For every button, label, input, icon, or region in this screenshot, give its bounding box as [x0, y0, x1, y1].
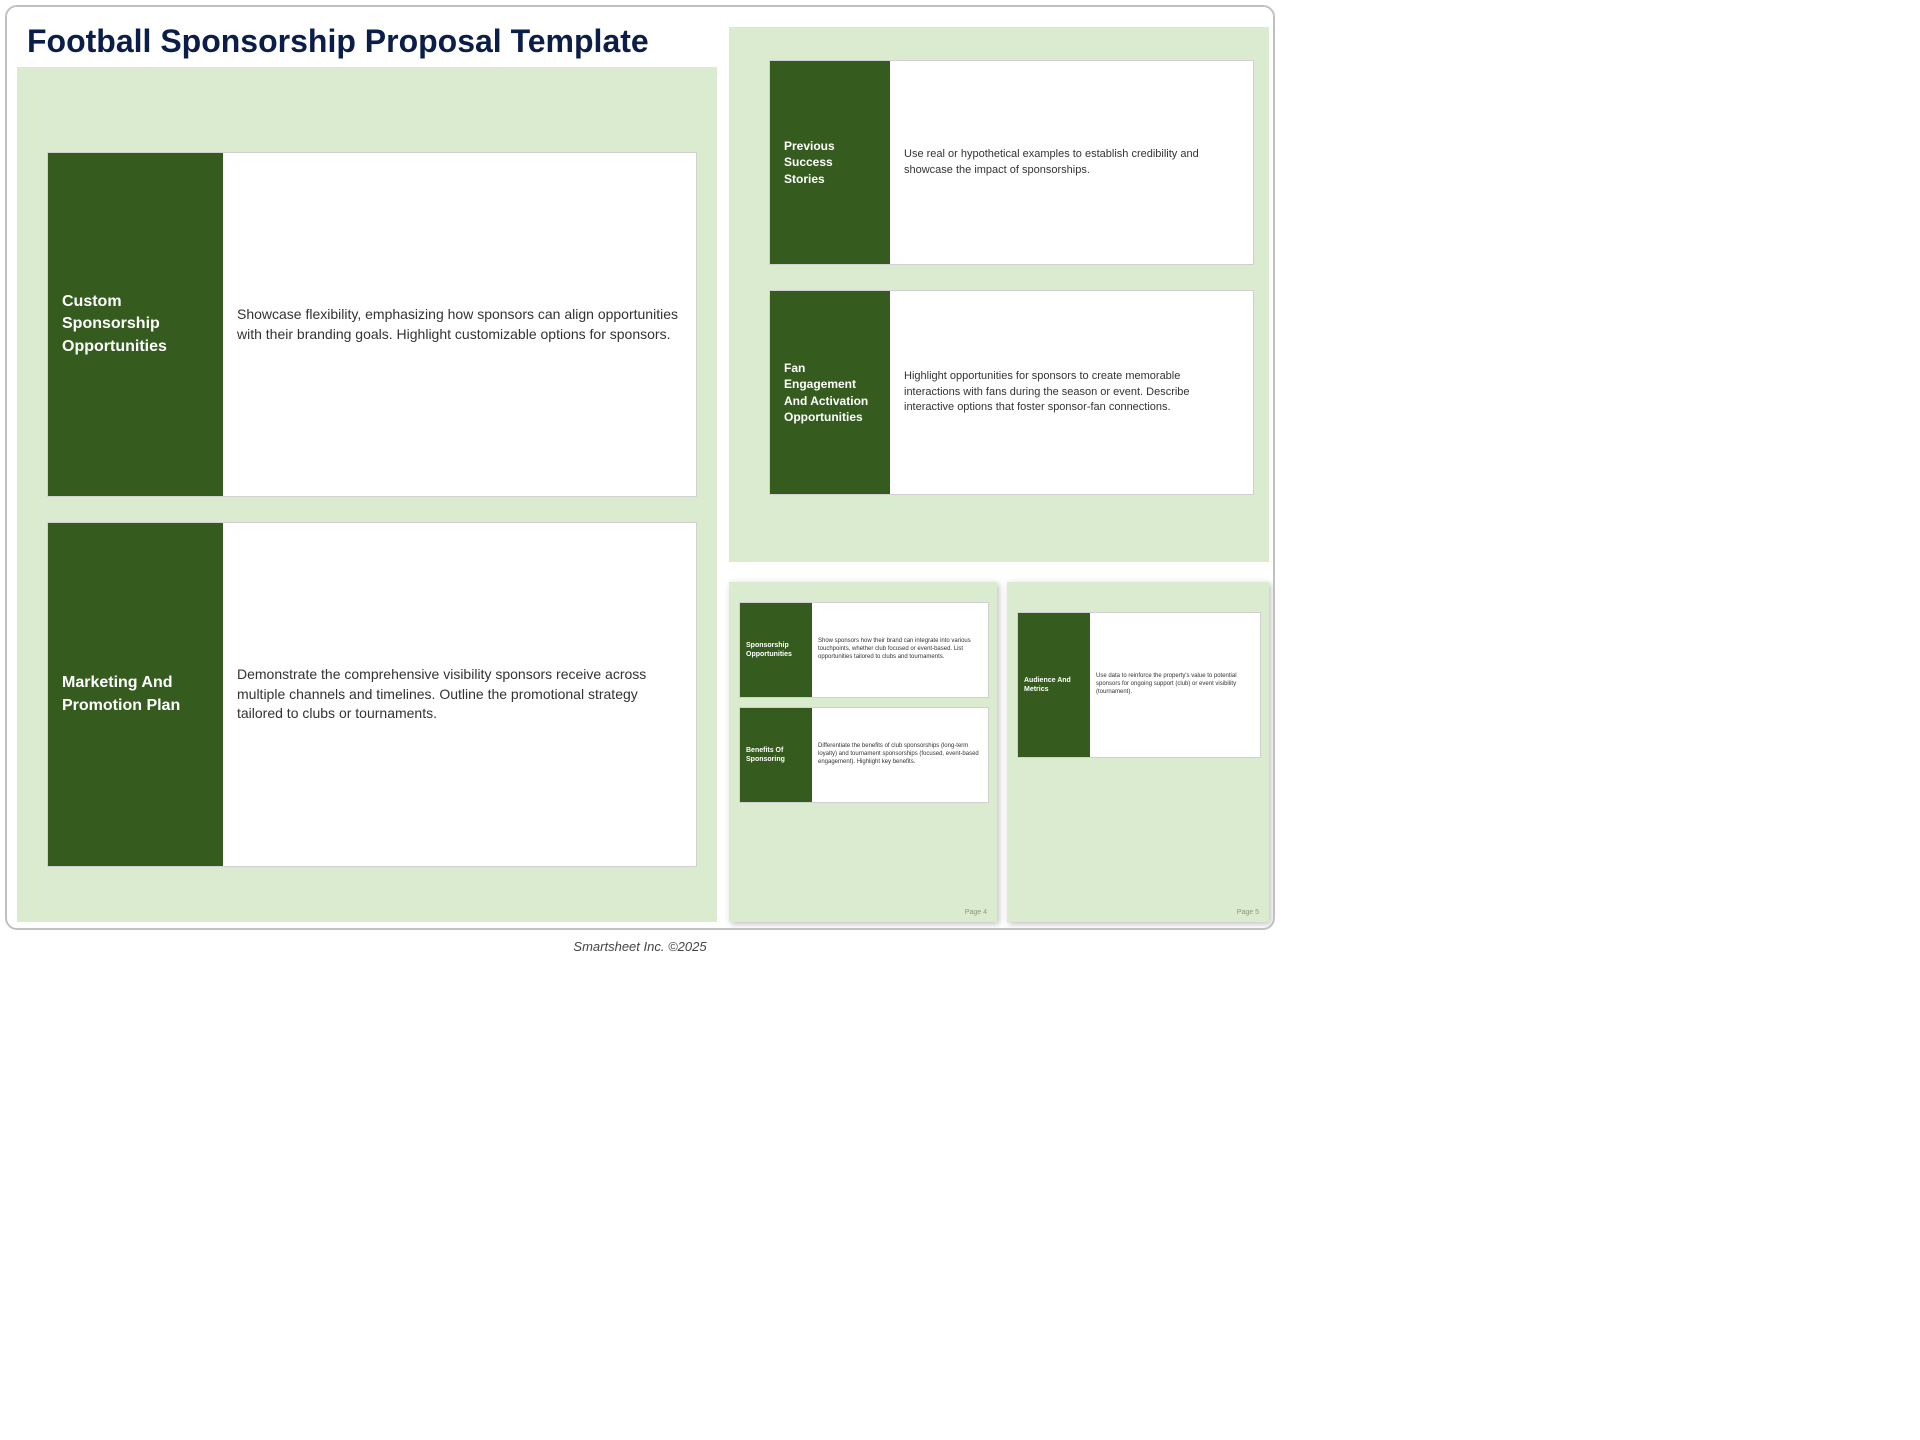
card-body: Use data to reinforce the property's val…: [1090, 613, 1260, 757]
card-marketing-plan: Marketing And Promotion Plan Demonstrate…: [47, 522, 697, 867]
card-fan-engagement: Fan Engagement And Activation Opportunit…: [769, 290, 1254, 495]
right-upper-panel: Previous Success Stories Use real or hyp…: [729, 27, 1269, 562]
card-body: Demonstrate the comprehensive visibility…: [223, 523, 696, 866]
card-label: Sponsorship Opportunities: [740, 603, 812, 697]
card-body: Showcase flexibility, emphasizing how sp…: [223, 153, 696, 496]
mini-page-5: Audience And Metrics Use data to reinfor…: [1007, 582, 1269, 922]
card-success-stories: Previous Success Stories Use real or hyp…: [769, 60, 1254, 265]
card-body: Highlight opportunities for sponsors to …: [890, 291, 1253, 494]
card-label: Custom Sponsorship Opportunities: [48, 153, 223, 496]
card-label: Fan Engagement And Activation Opportunit…: [770, 291, 890, 494]
page-number: Page 4: [965, 909, 987, 916]
card-label: Audience And Metrics: [1018, 613, 1090, 757]
card-benefits-sponsoring: Benefits Of Sponsoring Differentiate the…: [739, 707, 989, 803]
card-label: Marketing And Promotion Plan: [48, 523, 223, 866]
card-body: Differentiate the benefits of club spons…: [812, 708, 988, 802]
card-body: Show sponsors how their brand can integr…: [812, 603, 988, 697]
card-body: Use real or hypothetical examples to est…: [890, 61, 1253, 264]
card-label: Previous Success Stories: [770, 61, 890, 264]
mini-page-4: Sponsorship Opportunities Show sponsors …: [729, 582, 997, 922]
left-panel: Custom Sponsorship Opportunities Showcas…: [17, 67, 717, 922]
card-label: Benefits Of Sponsoring: [740, 708, 812, 802]
document-frame: Football Sponsorship Proposal Template C…: [5, 5, 1275, 930]
page-number: Page 5: [1237, 909, 1259, 916]
card-custom-sponsorship: Custom Sponsorship Opportunities Showcas…: [47, 152, 697, 497]
card-audience-metrics: Audience And Metrics Use data to reinfor…: [1017, 612, 1261, 758]
footer-text: Smartsheet Inc. ©2025: [0, 939, 1280, 954]
card-sponsorship-opportunities: Sponsorship Opportunities Show sponsors …: [739, 602, 989, 698]
